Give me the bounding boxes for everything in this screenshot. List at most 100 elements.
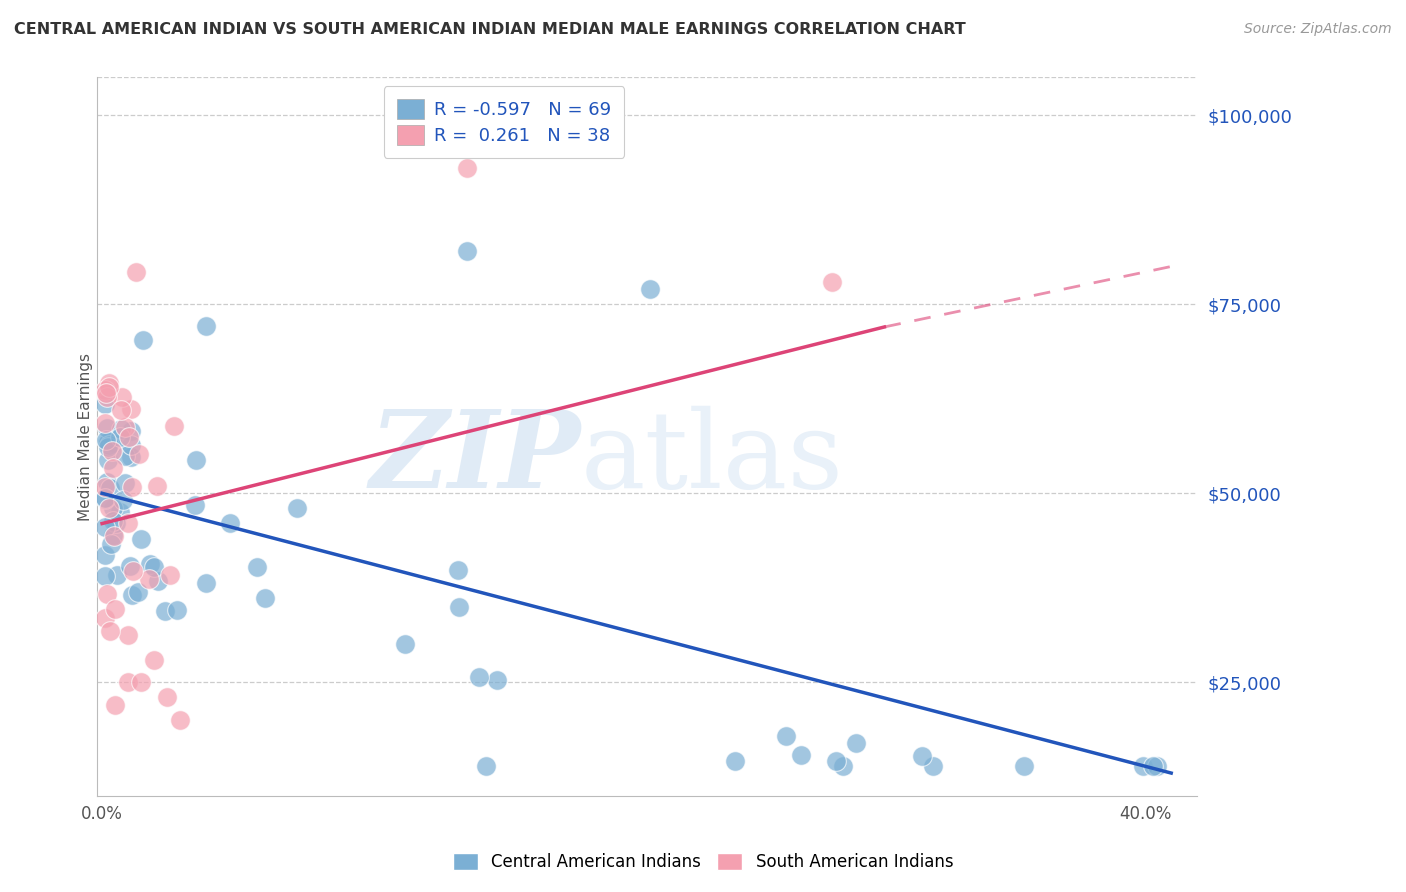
Point [195,575,218,590]
Point [103,515,125,529]
Legend: R = -0.597   N = 69, R =  0.261   N = 38: R = -0.597 N = 69, R = 0.261 N = 38 [384,87,624,158]
Point [146,574,169,589]
Point [184,498,207,512]
Point [120,424,142,438]
Point [98,438,121,452]
Point [832,758,855,772]
Point [456,161,478,176]
Point [105,516,128,530]
Point [845,736,868,750]
Point [111,390,134,404]
Point [94,416,117,430]
Point [911,748,934,763]
Point [143,653,166,667]
Point [110,403,132,417]
Point [114,420,136,434]
Point [775,729,797,743]
Point [117,627,139,641]
Point [486,673,509,687]
Point [138,572,160,586]
Point [100,537,122,551]
Point [110,421,132,435]
Point [93,548,115,562]
Point [97,434,120,449]
Point [121,480,143,494]
Point [156,690,179,705]
Point [93,480,115,494]
Point [246,559,269,574]
Point [101,443,124,458]
Point [98,500,121,515]
Point [93,383,115,397]
Point [139,558,162,572]
Point [1142,758,1164,772]
Point [101,461,124,475]
Point [93,397,115,411]
Point [120,401,142,416]
Point [98,481,121,495]
Point [105,568,128,582]
Point [104,601,127,615]
Point [104,698,127,712]
Point [121,588,143,602]
Point [1012,758,1035,772]
Point [118,430,141,444]
Point [142,560,165,574]
Point [94,385,117,400]
Point [825,754,848,768]
Point [97,440,120,454]
Point [94,491,117,505]
Point [456,244,478,259]
Point [253,591,276,605]
Point [112,492,135,507]
Point [120,437,142,451]
Point [103,436,125,450]
Point [166,603,188,617]
Point [121,564,143,578]
Point [96,434,118,449]
Point [219,516,242,531]
Point [97,453,120,467]
Point [98,376,121,391]
Point [93,491,115,506]
Point [114,449,136,463]
Point [103,529,125,543]
Point [110,429,132,443]
Point [132,333,155,347]
Point [724,754,747,768]
Point [129,533,152,547]
Point [120,450,142,464]
Point [125,265,148,279]
Point [127,584,149,599]
Point [449,600,471,615]
Point [96,421,118,435]
Point [789,748,811,763]
Point [285,501,308,516]
Point [128,447,150,461]
Point [159,568,181,582]
Point [96,433,118,447]
Point [120,558,142,573]
Point [98,624,121,639]
Point [638,282,661,296]
Point [153,604,176,618]
Text: Source: ZipAtlas.com: Source: ZipAtlas.com [1244,22,1392,37]
Point [163,419,186,434]
Point [394,637,416,651]
Point [101,500,124,515]
Text: CENTRAL AMERICAN INDIAN VS SOUTH AMERICAN INDIAN MEDIAN MALE EARNINGS CORRELATIO: CENTRAL AMERICAN INDIAN VS SOUTH AMERICA… [14,22,966,37]
Text: ZIP: ZIP [370,405,581,511]
Point [96,390,118,404]
Point [195,318,218,333]
Point [93,568,115,582]
Point [96,475,118,489]
Text: atlas: atlas [581,406,844,511]
Point [468,670,491,684]
Point [1146,758,1168,772]
Y-axis label: Median Male Earnings: Median Male Earnings [79,352,93,521]
Point [921,758,943,772]
Point [97,380,120,394]
Point [821,275,844,289]
Point [93,519,115,533]
Point [96,587,118,601]
